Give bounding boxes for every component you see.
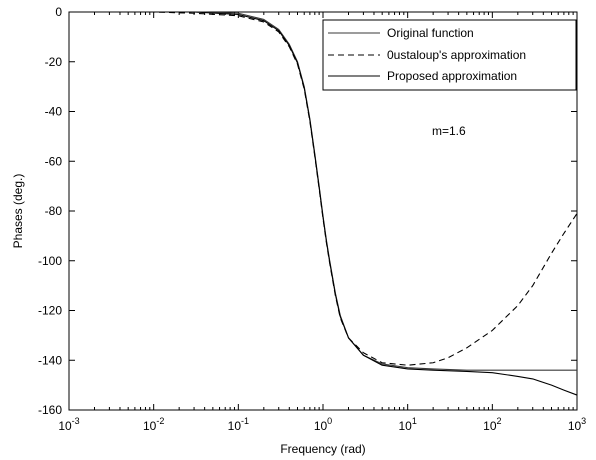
y-tick-label: -160 <box>38 403 62 417</box>
x-axis-title: Frequency (rad) <box>280 442 365 456</box>
series-line-2 <box>69 11 578 366</box>
legend-label-oustaloup: 0ustaloup's approximation <box>387 48 526 62</box>
annotation-m-value: m=1.6 <box>432 124 466 138</box>
legend: Original function 0ustaloup's approximat… <box>322 19 577 91</box>
x-tick-label: 103 <box>568 416 586 433</box>
x-tick-labels: 10-3 10-2 10-1 100 101 102 103 <box>58 416 586 433</box>
x-tick-label: 100 <box>314 416 332 433</box>
x-tick-label: 101 <box>398 416 416 433</box>
y-tick-label: -80 <box>45 204 63 218</box>
x-tick-label: 10-2 <box>143 416 164 433</box>
y-tick-labels: 0 -20 -40 -60 -80 -100 -120 -140 -160 <box>38 5 62 417</box>
major-ticks <box>68 11 578 411</box>
y-tick-label: -140 <box>38 353 62 367</box>
series-line-3 <box>69 11 578 396</box>
y-tick-label: -120 <box>38 304 62 318</box>
y-tick-label: -100 <box>38 254 62 268</box>
y-axis-title: Phases (deg.) <box>11 174 25 249</box>
y-tick-label: -60 <box>45 154 63 168</box>
legend-label-proposed: Proposed approximation <box>387 69 517 83</box>
y-tick-label: 0 <box>55 5 62 19</box>
x-tick-label: 10-3 <box>58 416 79 433</box>
x-tick-label: 102 <box>483 416 501 433</box>
y-tick-label: -20 <box>45 55 63 69</box>
series-lines <box>69 11 578 396</box>
legend-box <box>322 19 577 91</box>
y-tick-label: -40 <box>45 105 63 119</box>
x-tick-label: 10-1 <box>228 416 249 433</box>
legend-label-original: Original function <box>387 26 474 40</box>
minor-ticks <box>93 12 574 410</box>
